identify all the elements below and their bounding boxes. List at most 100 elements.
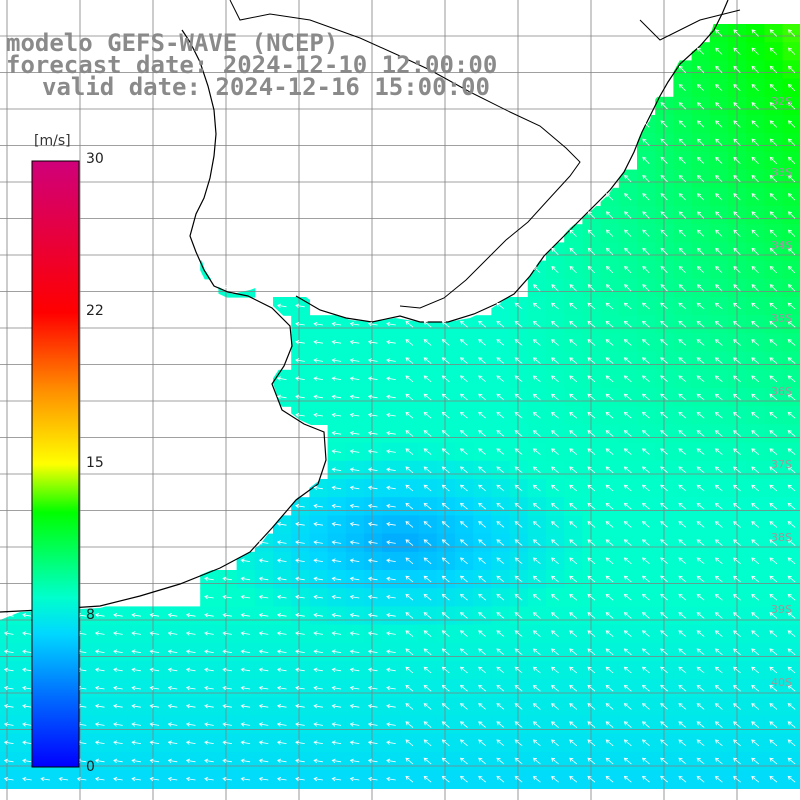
wind-arrow bbox=[460, 521, 468, 528]
wind-arrow bbox=[787, 502, 796, 510]
wind-arrow bbox=[331, 613, 342, 618]
wind-arrow bbox=[496, 466, 505, 474]
wind-arrow bbox=[715, 83, 723, 92]
wind-arrow bbox=[660, 120, 668, 128]
wind-arrow bbox=[240, 631, 251, 636]
wind-arrow bbox=[423, 757, 432, 765]
wind-arrow bbox=[167, 649, 178, 654]
wind-arrow bbox=[624, 193, 632, 201]
wind-cell bbox=[782, 133, 800, 152]
wind-arrow bbox=[696, 630, 705, 637]
wind-arrow bbox=[313, 613, 323, 618]
wind-arrow bbox=[569, 393, 578, 401]
wind-arrow bbox=[587, 757, 596, 765]
wind-arrow bbox=[678, 593, 687, 601]
wind-arrow bbox=[642, 775, 650, 783]
wind-arrow bbox=[733, 102, 741, 110]
wind-arrow bbox=[642, 684, 650, 692]
wind-arrow bbox=[551, 703, 559, 710]
wind-arrow bbox=[276, 631, 287, 636]
wind-arrow bbox=[113, 667, 123, 672]
wind-arrow bbox=[149, 613, 160, 618]
wind-arrow bbox=[787, 739, 796, 747]
wind-arrow bbox=[496, 375, 505, 383]
wind-arrow bbox=[94, 613, 105, 618]
wind-arrow bbox=[696, 65, 705, 73]
wind-arrow bbox=[441, 648, 450, 656]
wind-arrow bbox=[295, 631, 305, 636]
wind-arrow bbox=[313, 758, 323, 763]
wind-arrow bbox=[514, 684, 523, 692]
wind-arrow bbox=[113, 704, 123, 709]
wind-arrow bbox=[94, 704, 105, 709]
wind-arrow bbox=[587, 484, 596, 492]
wind-arrow bbox=[787, 65, 796, 73]
wind-arrow bbox=[551, 393, 559, 401]
wind-arrow bbox=[660, 247, 668, 255]
wind-arrow bbox=[514, 539, 523, 546]
wind-arrow bbox=[642, 229, 650, 237]
wind-arrow bbox=[587, 302, 596, 310]
wind-arrow bbox=[276, 649, 287, 654]
wind-arrow bbox=[569, 775, 578, 783]
wind-arrow bbox=[642, 320, 650, 328]
wind-arrow bbox=[367, 722, 378, 727]
wind-arrow bbox=[696, 703, 705, 710]
wind-cell bbox=[782, 752, 800, 771]
wind-arrow bbox=[185, 667, 196, 672]
wind-arrow bbox=[696, 247, 705, 255]
wind-arrow bbox=[769, 775, 778, 783]
wind-arrow bbox=[733, 666, 741, 674]
wind-arrow bbox=[496, 593, 505, 601]
wind-arrow bbox=[769, 265, 777, 274]
wind-arrow bbox=[460, 448, 468, 455]
wind-arrow bbox=[532, 339, 541, 346]
coastline bbox=[0, 0, 741, 613]
wind-arrow bbox=[240, 594, 251, 600]
wind-arrow bbox=[349, 394, 360, 399]
wind-arrow bbox=[131, 631, 141, 636]
wind-arrow bbox=[295, 503, 305, 509]
wind-arrow bbox=[642, 265, 650, 274]
wind-arrow bbox=[587, 393, 596, 401]
wind-arrow bbox=[751, 757, 760, 765]
wind-arrow bbox=[313, 704, 323, 709]
wind-arrow bbox=[386, 358, 396, 363]
wind-arrow bbox=[405, 466, 414, 474]
wind-arrow bbox=[349, 449, 360, 454]
wind-arrow bbox=[587, 284, 595, 292]
wind-arrow bbox=[113, 649, 123, 654]
wind-arrow bbox=[405, 703, 414, 710]
wind-arrow bbox=[587, 320, 596, 328]
wind-arrow bbox=[660, 484, 669, 492]
wind-cell bbox=[782, 42, 800, 61]
wind-arrow bbox=[623, 448, 632, 455]
wind-arrow bbox=[751, 502, 760, 510]
wind-arrow bbox=[569, 593, 578, 601]
wind-arrow bbox=[569, 247, 577, 255]
wind-arrow bbox=[678, 466, 687, 474]
wind-arrow bbox=[715, 65, 723, 73]
wind-arrow bbox=[751, 521, 760, 528]
wind-arrow bbox=[605, 612, 614, 619]
wind-cell bbox=[782, 151, 800, 171]
wind-arrow bbox=[787, 466, 796, 474]
wind-arrow bbox=[478, 320, 487, 328]
wind-arrow bbox=[349, 758, 360, 763]
wind-arrow bbox=[623, 575, 632, 583]
wind-cell bbox=[782, 551, 800, 571]
wind-arrow bbox=[787, 247, 796, 255]
wind-arrow bbox=[185, 704, 196, 709]
wind-arrow bbox=[349, 649, 360, 654]
wind-arrow bbox=[496, 430, 505, 437]
wind-arrow bbox=[204, 576, 214, 581]
wind-arrow bbox=[587, 612, 596, 619]
wind-arrow bbox=[367, 576, 378, 581]
wind-arrow bbox=[331, 485, 342, 490]
wind-arrow bbox=[769, 630, 778, 637]
wind-arrow bbox=[367, 485, 378, 490]
wind-arrow bbox=[204, 758, 214, 763]
wind-arrow bbox=[295, 649, 305, 654]
wind-arrow bbox=[587, 502, 596, 510]
wind-arrow bbox=[405, 448, 414, 455]
